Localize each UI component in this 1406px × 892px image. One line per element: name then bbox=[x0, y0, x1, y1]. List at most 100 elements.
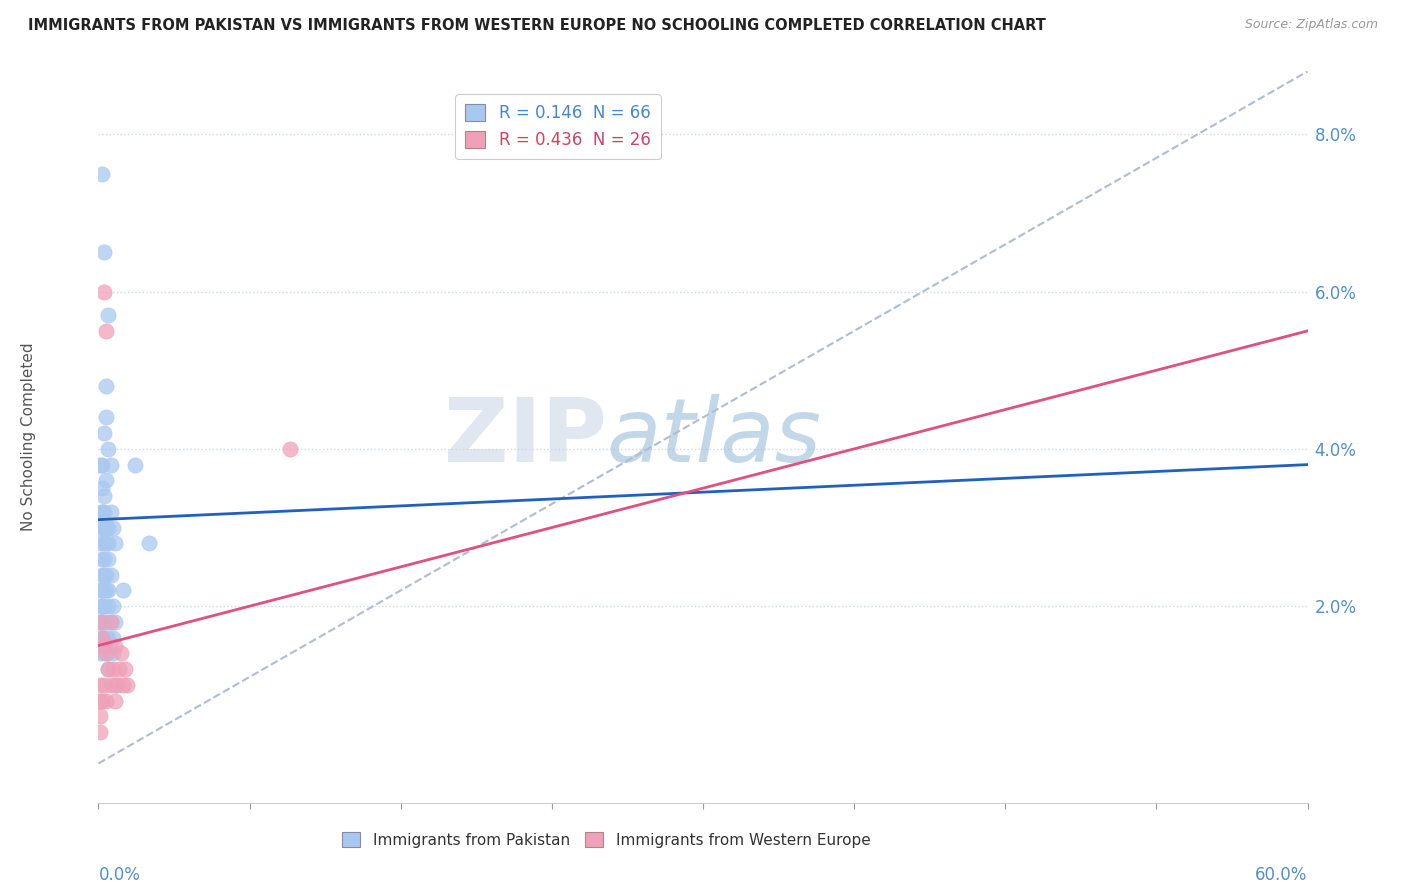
Point bbox=[138, 536, 160, 550]
Text: atlas: atlas bbox=[606, 394, 821, 480]
Point bbox=[91, 631, 114, 645]
Point bbox=[89, 631, 111, 645]
Point bbox=[93, 583, 115, 598]
Point bbox=[93, 639, 115, 653]
Point bbox=[89, 678, 111, 692]
Point bbox=[89, 615, 111, 629]
Point bbox=[107, 662, 129, 676]
Point bbox=[89, 693, 111, 707]
Point bbox=[97, 631, 120, 645]
Point bbox=[101, 520, 124, 534]
Point bbox=[111, 583, 134, 598]
Point bbox=[105, 678, 128, 692]
Point bbox=[96, 379, 118, 393]
Text: 60.0%: 60.0% bbox=[1256, 866, 1308, 884]
Point bbox=[103, 693, 125, 707]
Text: 0.0%: 0.0% bbox=[98, 866, 141, 884]
Point bbox=[89, 725, 111, 739]
Point bbox=[115, 678, 138, 692]
Point bbox=[100, 567, 122, 582]
Point bbox=[91, 520, 114, 534]
Point bbox=[100, 505, 122, 519]
Point bbox=[111, 678, 134, 692]
Point bbox=[91, 615, 114, 629]
Point bbox=[91, 520, 114, 534]
Point bbox=[96, 615, 118, 629]
Point bbox=[100, 458, 122, 472]
Point bbox=[89, 583, 111, 598]
Point bbox=[89, 615, 111, 629]
Point bbox=[96, 410, 118, 425]
Point bbox=[89, 536, 111, 550]
Point bbox=[91, 552, 114, 566]
Text: ZIP: ZIP bbox=[443, 393, 606, 481]
Point bbox=[103, 678, 125, 692]
Point bbox=[91, 505, 114, 519]
Point bbox=[91, 583, 114, 598]
Point bbox=[101, 599, 124, 614]
Point bbox=[97, 662, 120, 676]
Point bbox=[93, 245, 115, 260]
Point bbox=[96, 646, 118, 660]
Point bbox=[91, 458, 114, 472]
Point bbox=[97, 520, 120, 534]
Point bbox=[97, 662, 120, 676]
Text: Source: ZipAtlas.com: Source: ZipAtlas.com bbox=[1244, 18, 1378, 31]
Point bbox=[96, 631, 118, 645]
Point bbox=[97, 442, 120, 456]
Point bbox=[97, 646, 120, 660]
Point bbox=[97, 536, 120, 550]
Point bbox=[103, 615, 125, 629]
Y-axis label: No Schooling Completed: No Schooling Completed bbox=[21, 343, 37, 532]
Point bbox=[91, 599, 114, 614]
Point bbox=[93, 552, 115, 566]
Point bbox=[97, 552, 120, 566]
Point bbox=[97, 583, 120, 598]
Point bbox=[103, 639, 125, 653]
Point bbox=[89, 646, 111, 660]
Point bbox=[91, 505, 114, 519]
Point bbox=[100, 678, 122, 692]
Point bbox=[91, 567, 114, 582]
Point bbox=[89, 458, 111, 472]
Point bbox=[96, 324, 118, 338]
Point bbox=[93, 489, 115, 503]
Point bbox=[278, 442, 301, 456]
Point bbox=[96, 693, 118, 707]
Point bbox=[93, 678, 115, 692]
Point bbox=[93, 646, 115, 660]
Point bbox=[93, 615, 115, 629]
Point bbox=[91, 481, 114, 495]
Point bbox=[97, 308, 120, 322]
Point bbox=[93, 631, 115, 645]
Point bbox=[110, 646, 132, 660]
Point bbox=[114, 662, 136, 676]
Point bbox=[91, 631, 114, 645]
Text: IMMIGRANTS FROM PAKISTAN VS IMMIGRANTS FROM WESTERN EUROPE NO SCHOOLING COMPLETE: IMMIGRANTS FROM PAKISTAN VS IMMIGRANTS F… bbox=[28, 18, 1046, 33]
Point bbox=[93, 426, 115, 441]
Legend: Immigrants from Pakistan, Immigrants from Western Europe: Immigrants from Pakistan, Immigrants fro… bbox=[336, 825, 876, 854]
Point bbox=[101, 662, 124, 676]
Point bbox=[93, 285, 115, 299]
Point bbox=[93, 505, 115, 519]
Point bbox=[96, 520, 118, 534]
Point bbox=[97, 599, 120, 614]
Point bbox=[96, 583, 118, 598]
Point bbox=[96, 567, 118, 582]
Point bbox=[101, 646, 124, 660]
Point bbox=[93, 599, 115, 614]
Point bbox=[101, 631, 124, 645]
Point bbox=[93, 567, 115, 582]
Point bbox=[89, 709, 111, 723]
Point bbox=[100, 615, 122, 629]
Point bbox=[93, 536, 115, 550]
Point bbox=[124, 458, 146, 472]
Point bbox=[91, 693, 114, 707]
Point bbox=[89, 599, 111, 614]
Point bbox=[103, 536, 125, 550]
Point bbox=[96, 536, 118, 550]
Point bbox=[100, 615, 122, 629]
Point bbox=[91, 615, 114, 629]
Point bbox=[96, 473, 118, 487]
Point bbox=[91, 167, 114, 181]
